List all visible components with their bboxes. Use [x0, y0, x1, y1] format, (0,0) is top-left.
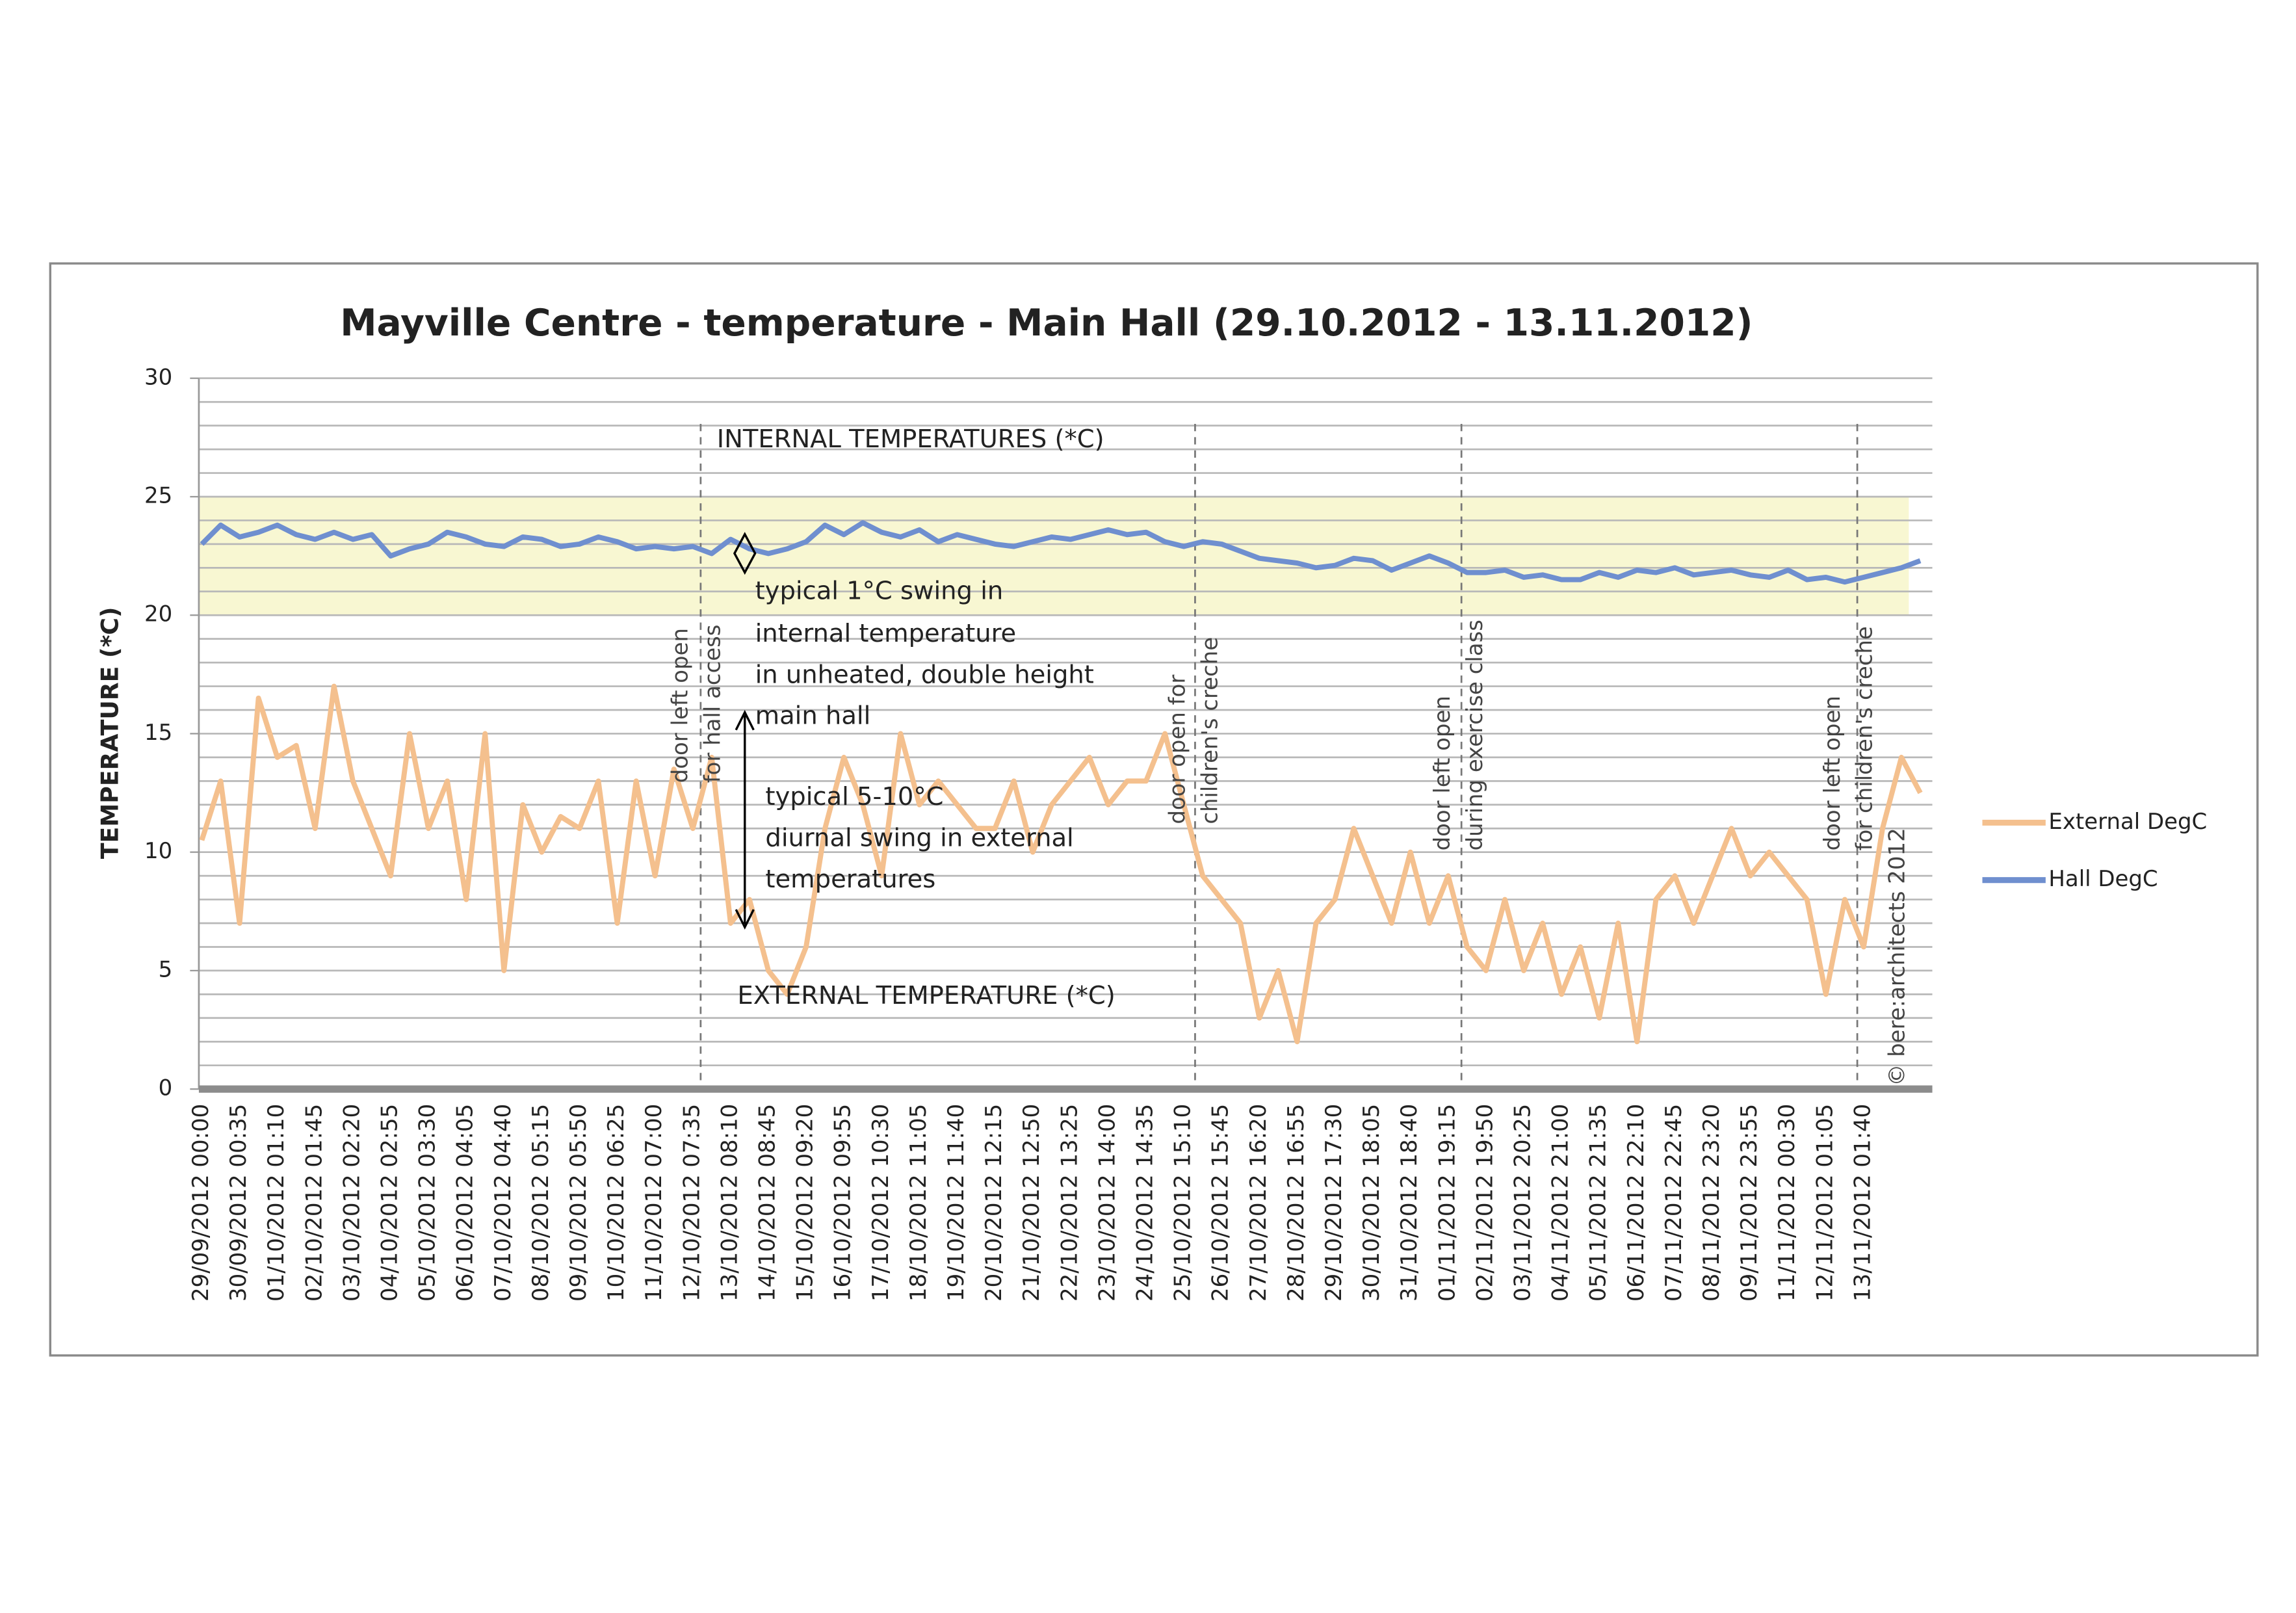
y-tick-label: 0: [159, 1075, 173, 1101]
x-tick-label: 09/11/2012 23:55: [1736, 1104, 1762, 1302]
annotation: main hall: [755, 702, 871, 731]
y-tick-label: 25: [144, 482, 172, 508]
x-tick-label: 30/09/2012 00:35: [226, 1104, 252, 1302]
x-tick-label: 07/10/2012 04:40: [490, 1104, 516, 1302]
x-tick-label: 22/10/2012 13:25: [1056, 1104, 1082, 1302]
x-tick-label: 11/10/2012 07:00: [641, 1104, 667, 1302]
x-tick-label: 23/10/2012 14:00: [1094, 1104, 1120, 1302]
x-tick-label: 19/10/2012 11:40: [943, 1104, 969, 1302]
x-tick-label: 05/10/2012 03:30: [415, 1104, 441, 1302]
x-tick-label: 07/11/2012 22:45: [1661, 1104, 1687, 1302]
x-tick-label: 09/10/2012 05:50: [566, 1104, 592, 1302]
x-tick-label: 08/10/2012 05:15: [528, 1104, 554, 1302]
x-tick-label: 21/10/2012 12:50: [1019, 1104, 1045, 1302]
arrow-head: [735, 709, 755, 930]
y-tick-label: 5: [159, 956, 173, 982]
y-tick-label: 20: [144, 601, 172, 627]
x-tick-label: 01/11/2012 19:15: [1434, 1104, 1460, 1302]
x-tick-label: 26/10/2012 15:45: [1208, 1104, 1234, 1302]
x-tick-label: 20/10/2012 12:15: [981, 1104, 1007, 1302]
series-line: [199, 683, 1923, 1045]
annotation: in unheated, double height: [755, 660, 1094, 689]
x-tick-label: 25/10/2012 15:10: [1170, 1104, 1196, 1302]
x-tick-label: 11/11/2012 00:30: [1774, 1104, 1800, 1302]
x-tick-label: 04/10/2012 02:55: [376, 1104, 402, 1302]
x-tick-label: 03/10/2012 02:20: [339, 1104, 365, 1302]
x-tick-label: 06/10/2012 04:05: [452, 1104, 478, 1302]
annotation: children's creche: [1197, 637, 1223, 824]
x-tick-label: 29/09/2012 00:00: [188, 1104, 214, 1302]
x-tick-label: 13/10/2012 08:10: [716, 1104, 742, 1302]
y-axis-label: TEMPERATURE (*C): [96, 607, 124, 859]
legend-label: Hall DegC: [2048, 866, 2158, 892]
x-tick-label: 06/11/2012 22:10: [1623, 1104, 1649, 1302]
x-tick-label: 02/10/2012 01:45: [301, 1104, 327, 1302]
annotation: INTERNAL TEMPERATURES (*C): [717, 425, 1104, 454]
annotation: © bere:architects 2012: [1885, 828, 1911, 1086]
x-tick-label: 27/10/2012 16:20: [1246, 1104, 1272, 1302]
x-tick-label: 14/10/2012 08:45: [754, 1104, 780, 1302]
x-tick-label: 02/11/2012 19:50: [1472, 1104, 1498, 1302]
x-tick-label: 30/10/2012 18:05: [1359, 1104, 1385, 1302]
chart-title: Mayville Centre - temperature - Main Hal…: [340, 302, 1753, 345]
y-tick-label: 15: [144, 720, 172, 746]
annotation: door left open: [1820, 696, 1846, 850]
annotation: EXTERNAL TEMPERATURE (*C): [737, 981, 1115, 1010]
annotation: door left open: [1429, 696, 1455, 850]
annotation: diurnal swing in external: [765, 824, 1073, 853]
y-tick-label: 10: [144, 838, 172, 864]
x-tick-label: 28/10/2012 16:55: [1283, 1104, 1309, 1302]
annotation: during exercise class: [1462, 620, 1488, 850]
x-tick-label: 18/10/2012 11:05: [906, 1104, 932, 1302]
x-tick-label: 12/10/2012 07:35: [679, 1104, 705, 1302]
series-line: [200, 520, 1922, 585]
annotation: for hall access: [699, 625, 725, 783]
x-tick-label: 17/10/2012 10:30: [868, 1104, 894, 1302]
x-tick-label: 15/10/2012 09:20: [792, 1104, 818, 1302]
annotation: temperatures: [765, 865, 935, 894]
x-tick-label: 12/11/2012 01:05: [1812, 1104, 1838, 1302]
comfort-band: [198, 496, 1909, 616]
x-tick-label: 29/10/2012 17:30: [1321, 1104, 1347, 1302]
x-tick-label: 31/10/2012 18:40: [1396, 1104, 1422, 1302]
x-tick-label: 01/10/2012 01:10: [263, 1104, 289, 1302]
x-tick-label: 16/10/2012 09:55: [830, 1104, 856, 1302]
x-tick-label: 03/11/2012 20:25: [1509, 1104, 1535, 1302]
annotation: door open for: [1165, 675, 1191, 824]
legend-label: External DegC: [2048, 809, 2207, 835]
x-tick-label: 08/11/2012 23:20: [1699, 1104, 1725, 1302]
annotation: typical 1°C swing in: [755, 576, 1004, 605]
annotation: for children's creche: [1852, 626, 1878, 850]
annotation: internal temperature: [755, 619, 1017, 648]
x-tick-label: 04/11/2012 21:00: [1548, 1104, 1574, 1302]
swing-diamond: [733, 532, 757, 575]
y-tick-label: 30: [144, 364, 172, 390]
annotation: door left open: [667, 628, 693, 783]
x-tick-label: 05/11/2012 21:35: [1585, 1104, 1611, 1302]
x-tick-label: 10/10/2012 06:25: [603, 1104, 629, 1302]
x-tick-label: 13/11/2012 01:40: [1849, 1104, 1875, 1302]
annotation: typical 5-10°C: [765, 782, 943, 811]
x-tick-label: 24/10/2012 14:35: [1132, 1104, 1158, 1302]
